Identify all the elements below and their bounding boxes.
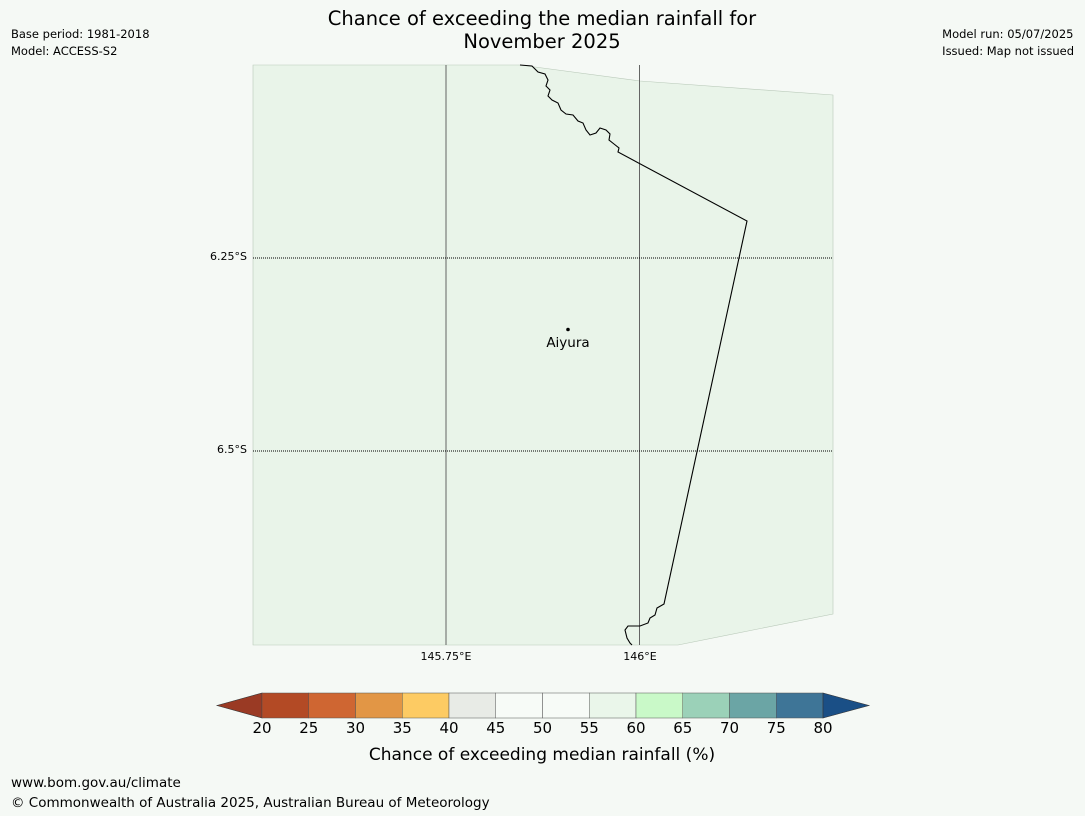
colorbar-tick-label: 35 [392, 719, 412, 737]
colorbar-tick-label: 25 [299, 719, 319, 737]
base-period-text: Base period: 1981-2018 [11, 27, 150, 41]
colorbar-tick-label: 30 [345, 719, 366, 737]
issued-text: Issued: Map not issued [942, 44, 1074, 58]
meta-right: Model run: 05/07/2025 Issued: Map not is… [942, 26, 1074, 60]
colorbar-tick-label: 55 [579, 719, 599, 737]
colorbar-tick-label: 65 [673, 719, 693, 737]
colorbar-tick-label: 40 [439, 719, 459, 737]
border-line [519, 64, 748, 646]
colorbar-tick-label: 45 [486, 719, 506, 737]
colorbar-segment [495, 692, 543, 719]
colorbar-segment [355, 692, 403, 719]
colorbar-over-arrow [822, 692, 871, 719]
colorbar-segment [308, 692, 356, 719]
footer-copyright: © Commonwealth of Australia 2025, Austra… [11, 795, 490, 811]
meta-left: Base period: 1981-2018 Model: ACCESS-S2 [11, 26, 150, 60]
colorbar-segment [542, 692, 590, 719]
lat-label-6-25: 6.25°S [210, 250, 247, 263]
colorbar-tick-label: 75 [766, 719, 786, 737]
lon-label-146: 146°E [623, 650, 657, 663]
colorbar-tick-label: 20 [252, 719, 272, 737]
colorbar-segment [448, 692, 496, 719]
colorbar-tick-label: 60 [626, 719, 646, 737]
colorbar-segment [402, 692, 450, 719]
model-text: Model: ACCESS-S2 [11, 44, 118, 58]
colorbar-under-arrow [215, 692, 263, 719]
colorbar-label: Chance of exceeding median rainfall (%) [368, 745, 716, 765]
colorbar-tick-label: 80 [813, 719, 833, 737]
title-line-2: November 2025 [463, 30, 621, 53]
colorbar-segment [729, 692, 777, 719]
colorbar-tick-label: 50 [532, 719, 553, 737]
land-region [252, 64, 834, 646]
colorbar-tick-label: 70 [719, 719, 740, 737]
map-title: Chance of exceeding the median rainfall … [242, 7, 842, 53]
model-run-text: Model run: 05/07/2025 [942, 27, 1074, 41]
colorbar-segment [589, 692, 637, 719]
colorbar-segment [682, 692, 730, 719]
lat-label-6-5: 6.5°S [217, 443, 247, 456]
colorbar-segment [635, 692, 683, 719]
colorbar-segment [261, 692, 309, 719]
colorbar-segment [776, 692, 824, 719]
title-line-1: Chance of exceeding the median rainfall … [327, 7, 757, 30]
place-label-aiyura: Aiyura [546, 335, 590, 351]
footer-url[interactable]: www.bom.gov.au/climate [11, 775, 181, 791]
aiyura-marker [566, 327, 570, 332]
lon-label-145-75: 145.75°E [420, 650, 472, 663]
